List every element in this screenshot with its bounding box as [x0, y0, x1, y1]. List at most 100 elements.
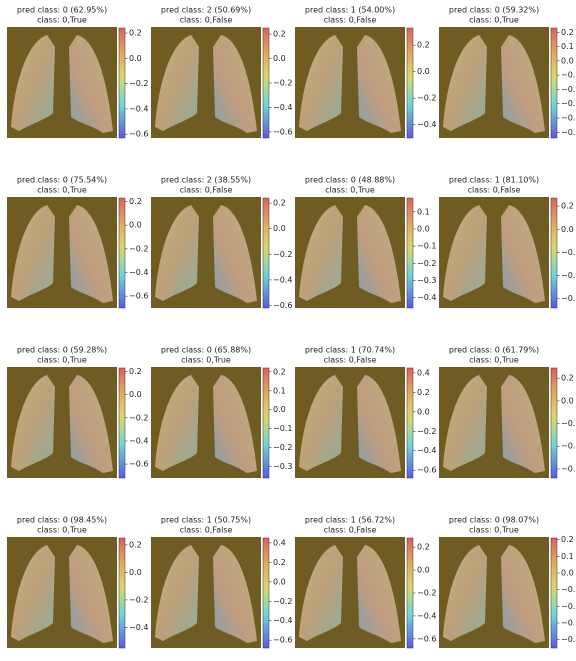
colorbar-tick-label: −0.4	[561, 114, 576, 123]
colorbar-tick-label: −0.2	[129, 244, 148, 253]
panel: pred class: 0 (98.45%)class: 0,True 0.2 0.…	[7, 516, 148, 649]
panel-subtitle: class: 0,True	[325, 186, 375, 195]
colorbar-tick-label: 0.1	[417, 207, 430, 216]
panel: pred class: 0 (59.32%)class: 0,True 0.2 0.…	[439, 6, 576, 139]
panel-subtitle: class: 0,False	[468, 186, 521, 195]
colorbar	[118, 537, 126, 649]
colorbar-tick-label: 0.2	[417, 543, 430, 552]
colorbar-tick-label: −0.6	[273, 301, 292, 310]
colorbar-tick-label: −0.4	[129, 436, 148, 445]
lung-left	[69, 35, 113, 133]
colorbar-tick-label: 0.0	[417, 566, 430, 575]
panel: pred class: 0 (75.54%)class: 0,True 0.2 0.…	[7, 176, 148, 309]
colorbar	[550, 197, 558, 309]
colorbar-tick-label: −0.3	[561, 99, 576, 108]
lung-left	[213, 375, 257, 473]
colorbar-tick-label: −0.6	[273, 636, 292, 645]
lung-left	[501, 375, 545, 473]
colorbar-tick-label: −0.4	[561, 442, 576, 451]
colorbar-tick-label: −0.4	[417, 293, 436, 302]
colorbar-tick-label: 0.0	[417, 407, 430, 416]
colorbar-tick-label: 0.1	[561, 42, 574, 51]
colorbar-tick-label: −0.2	[273, 250, 292, 259]
colorbar-tick-label: 0.0	[129, 390, 142, 399]
colorbar	[406, 27, 414, 139]
lung-left	[69, 205, 113, 303]
panel-subtitle: class: 0,False	[180, 526, 233, 535]
colorbar-tick-label: −0.2	[129, 79, 148, 88]
panel-subtitle: class: 0,False	[324, 16, 377, 25]
panel-title: pred class: 0 (59.32%)	[449, 6, 539, 15]
lung-right	[299, 205, 343, 301]
colorbar-tick-label: −0.1	[561, 71, 576, 80]
panel-title: pred class: 0 (65.88%)	[161, 346, 251, 355]
colorbar-tick-label: 0.0	[273, 54, 286, 63]
colorbar-tick-label: −0.4	[417, 120, 436, 129]
panel-subtitle: class: 0,True	[469, 526, 519, 535]
colorbar-tick-label: −0.5	[561, 128, 576, 137]
colorbar-tick-label: 0.0	[417, 224, 430, 233]
colorbar-tick-label: 0.2	[273, 30, 286, 39]
colorbar	[262, 197, 270, 309]
panel-title: pred class: 1 (81.10%)	[449, 176, 539, 185]
colorbar-tick-label: −0.4	[417, 611, 436, 620]
panel-title: pred class: 0 (98.45%)	[17, 516, 107, 525]
colorbar-tick-label: 0.0	[273, 405, 286, 414]
colorbar	[406, 197, 414, 309]
panel: pred class: 0 (59.28%)class: 0,True 0.2 0.…	[7, 346, 148, 479]
panel-title: pred class: 0 (61.79%)	[449, 346, 539, 355]
panel: pred class: 1 (54.00%)class: 0,False 0.2 0…	[295, 6, 436, 139]
panel-title: pred class: 2 (38.55%)	[161, 176, 251, 185]
colorbar	[262, 537, 270, 649]
colorbar-tick-label: −0.6	[561, 464, 576, 473]
lung-left	[69, 375, 113, 473]
lung-right	[11, 35, 55, 131]
colorbar-tick-label: 0.2	[561, 535, 574, 544]
colorbar-tick-label: 0.2	[129, 29, 142, 38]
panel: pred class: 1 (50.75%)class: 0,False 0.4 0…	[151, 516, 292, 649]
panel-subtitle: class: 0,True	[37, 186, 87, 195]
panel-title: pred class: 0 (62.95%)	[17, 6, 107, 15]
colorbar-tick-label: −0.4	[129, 104, 148, 113]
colorbar	[550, 27, 558, 139]
colorbar	[550, 367, 558, 479]
panel-subtitle: class: 0,True	[469, 356, 519, 365]
colorbar-tick-label: −0.2	[561, 419, 576, 428]
panel: pred class: 1 (56.72%)class: 0,False 0.2 0…	[295, 516, 436, 649]
colorbar	[550, 537, 558, 649]
panel-subtitle: class: 0,True	[181, 356, 231, 365]
colorbar-tick-label: 0.1	[273, 386, 286, 395]
lung-right	[299, 375, 343, 471]
lung-right	[299, 35, 343, 131]
colorbar	[118, 27, 126, 139]
colorbar-tick-label: −0.6	[417, 634, 436, 643]
colorbar-tick-label: −0.4	[129, 268, 148, 277]
colorbar	[262, 27, 270, 139]
panel-subtitle: class: 0,False	[324, 526, 377, 535]
panel-title: pred class: 0 (75.54%)	[17, 176, 107, 185]
colorbar-tick-label: 0.0	[129, 221, 142, 230]
colorbar-tick-label: −0.2	[129, 595, 148, 604]
lung-right	[155, 375, 199, 471]
colorbar-tick-label: 0.2	[273, 367, 286, 376]
colorbar-tick-label: −0.6	[417, 466, 436, 475]
panel-title: pred class: 0 (98.07%)	[449, 516, 539, 525]
colorbar-tick-label: −0.3	[273, 462, 292, 471]
lung-right	[443, 375, 487, 471]
colorbar-tick-label: 0.0	[273, 224, 286, 233]
panel-title: pred class: 1 (70.74%)	[305, 346, 395, 355]
colorbar-tick-label: 0.2	[561, 374, 574, 383]
colorbar-tick-label: −0.2	[561, 248, 576, 257]
panel-subtitle: class: 0,True	[37, 16, 87, 25]
panel-title: pred class: 0 (59.28%)	[17, 346, 107, 355]
colorbar-tick-label: −0.4	[273, 103, 292, 112]
colorbar-tick-label: −0.4	[273, 616, 292, 625]
colorbar-tick-label: −0.1	[561, 585, 576, 594]
panel: pred class: 0 (61.79%)class: 0,True 0.2 0.…	[439, 346, 576, 479]
panel-subtitle: class: 0,False	[324, 356, 377, 365]
colorbar-tick-label: 0.0	[561, 396, 574, 405]
colorbar-tick-label: 0.2	[129, 197, 142, 206]
lung-left	[357, 375, 401, 473]
lung-left	[501, 205, 545, 303]
colorbar-tick-label: 0.2	[273, 199, 286, 208]
